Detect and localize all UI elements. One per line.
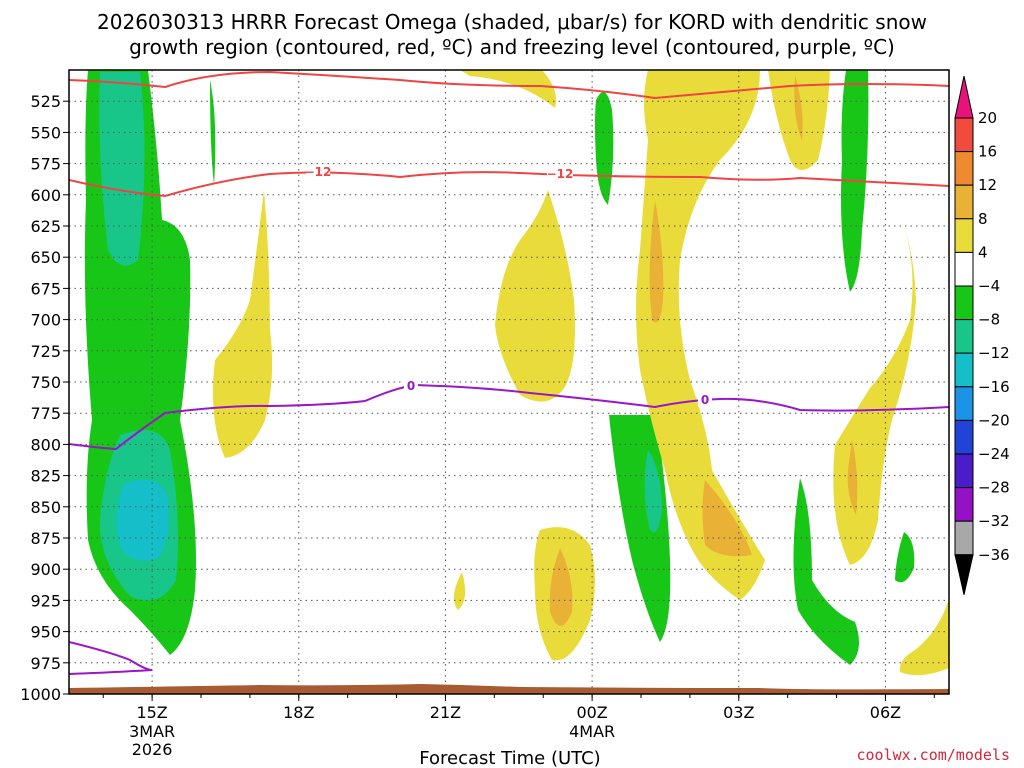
x-tick-label: 00Z xyxy=(576,703,607,722)
x-tick-label: 15Z xyxy=(136,703,167,722)
colorbar-swatch xyxy=(954,453,974,489)
colorbar-swatch xyxy=(954,285,974,321)
colorbar-swatch xyxy=(954,251,974,287)
x-tick-date-label: 4MAR xyxy=(569,722,615,741)
colorbar-min-triangle xyxy=(954,554,974,595)
y-axis: 525 550 575 600 625 650 675 700 725 750 775 800 825 8… xyxy=(20,92,69,704)
freezing-level-contour xyxy=(69,383,949,451)
colorbar-label: −24 xyxy=(978,445,1010,463)
y-tick-label: 875 xyxy=(30,529,61,548)
colorbar-max-triangle xyxy=(954,75,974,119)
colorbar-label: −12 xyxy=(978,344,1010,362)
contour-labels: −12 −12 0 0 xyxy=(305,165,712,407)
colorbar-swatch xyxy=(954,319,974,354)
x-tick-label: 03Z xyxy=(723,703,754,722)
colorbar-label: 12 xyxy=(978,176,997,194)
contours xyxy=(69,70,949,675)
x-axis-label: Forecast Time (UTC) xyxy=(419,748,600,768)
colorbar-label: −28 xyxy=(978,479,1010,497)
y-tick-label: 575 xyxy=(30,155,61,174)
y-tick-label: 900 xyxy=(30,560,61,579)
colorbar-label: −32 xyxy=(978,512,1010,530)
y-tick-label: 975 xyxy=(30,654,61,673)
contour-label-zero: 0 xyxy=(407,379,415,393)
omega-region-orange xyxy=(702,480,752,557)
contour-label-minus12: −12 xyxy=(305,165,332,179)
y-tick-label: 725 xyxy=(30,342,61,361)
colorbar-swatch xyxy=(954,386,974,421)
colorbar-label: −36 xyxy=(978,546,1010,564)
y-tick-label: 600 xyxy=(30,186,61,205)
colorbar-label: −4 xyxy=(978,277,1000,295)
terrain-band xyxy=(69,684,949,694)
contour-label-minus12: −12 xyxy=(547,167,574,181)
colorbar-label: 4 xyxy=(978,243,988,261)
omega-region-orange xyxy=(847,440,858,515)
credit-text: coolwx.com/models xyxy=(856,746,1010,764)
y-tick-label: 950 xyxy=(30,623,61,642)
chart-title-line2: growth region (contoured, red, ºC) and f… xyxy=(129,35,895,59)
colorbar-swatch xyxy=(954,419,974,455)
colorbar-swatch xyxy=(954,352,974,388)
omega-region-yellow xyxy=(460,70,557,108)
freezing-level-contour xyxy=(69,641,153,675)
y-tick-label: 850 xyxy=(30,498,61,517)
y-tick-label: 800 xyxy=(30,435,61,454)
omega-region-yellow xyxy=(636,70,765,600)
y-tick-label: 675 xyxy=(30,279,61,298)
colorbar-label: 20 xyxy=(978,109,997,127)
y-tick-label: 650 xyxy=(30,248,61,267)
y-tick-label: 825 xyxy=(30,467,61,486)
y-tick-label: 550 xyxy=(30,123,61,142)
gridlines xyxy=(69,70,949,694)
colorbar-swatch xyxy=(954,218,974,253)
x-tick-label: 21Z xyxy=(430,703,461,722)
colorbar-label: −20 xyxy=(978,411,1010,429)
omega-region-teal xyxy=(644,450,662,533)
colorbar-label: 16 xyxy=(978,143,997,161)
omega-shading xyxy=(84,70,949,676)
omega-region-orange xyxy=(549,548,573,626)
colorbar-swatch xyxy=(954,184,974,220)
dgz-lower-contour xyxy=(69,171,949,198)
omega-region-cyan xyxy=(116,479,169,561)
colorbar-swatch xyxy=(954,117,974,153)
x-tick-label: 18Z xyxy=(283,703,314,722)
y-tick-label: 775 xyxy=(30,404,61,423)
colorbar-label: −8 xyxy=(978,311,1000,329)
omega-region-orange xyxy=(794,75,803,140)
contour-label-zero: 0 xyxy=(701,393,709,407)
colorbar-label: 8 xyxy=(978,210,988,228)
colorbar-swatch xyxy=(954,520,974,556)
x-tick-year-label: 2026 xyxy=(132,740,173,759)
y-tick-label: 625 xyxy=(30,217,61,236)
colorbar-swatch xyxy=(954,151,974,186)
y-tick-label: 750 xyxy=(30,373,61,392)
omega-region-teal xyxy=(99,72,145,266)
omega-region-yellow xyxy=(495,190,575,402)
y-tick-label: 925 xyxy=(30,591,61,610)
y-tick-label: 700 xyxy=(30,311,61,330)
plot-frame xyxy=(68,69,950,695)
omega-region-yellow xyxy=(453,572,466,610)
x-tick-date-label: 3MAR xyxy=(129,722,175,741)
y-tick-label: 525 xyxy=(30,92,61,111)
colorbar-label: −16 xyxy=(978,378,1010,396)
omega-region-orange xyxy=(649,200,664,323)
dgz-upper-contour xyxy=(69,70,949,100)
omega-region-yellow xyxy=(899,598,949,676)
omega-region-green xyxy=(793,478,859,665)
y-tick-label: 1000 xyxy=(20,685,61,704)
omega-region-green xyxy=(895,532,915,583)
x-tick-label: 06Z xyxy=(870,703,901,722)
chart-title-line1: 2026030313 HRRR Forecast Omega (shaded, … xyxy=(97,10,927,34)
colorbar-swatch xyxy=(954,487,974,522)
colorbar: 20 16 12 8 4 −4 −8 −12 −16 −20 −24 −28 −32 −36 xyxy=(954,75,1010,595)
